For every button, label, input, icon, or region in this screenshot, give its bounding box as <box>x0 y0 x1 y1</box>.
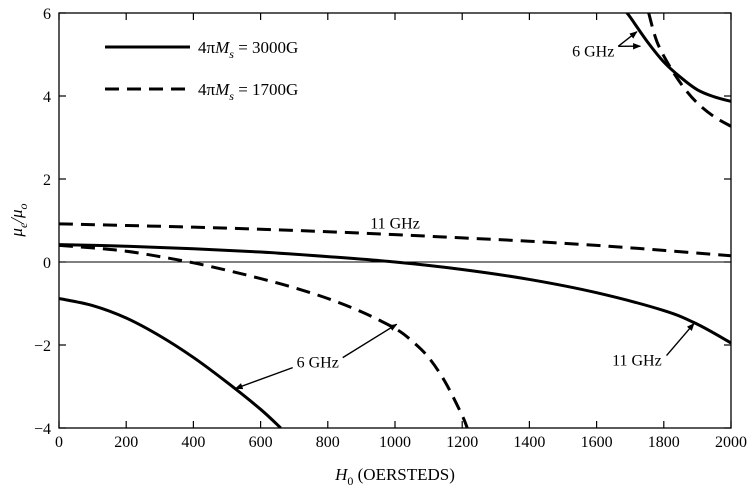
series-line-dashed-11ghz-1 <box>59 222 731 258</box>
legend: 4πMs = 3000G 4πMs = 1700G <box>105 38 298 103</box>
x-tick-label: 400 <box>181 434 205 451</box>
x-tick-label: 200 <box>114 434 138 451</box>
annotation-label-0: 6 GHz <box>572 43 614 60</box>
y-tick-label: 2 <box>43 172 51 189</box>
annotation-arrow-2-1 <box>342 323 398 359</box>
x-axis-title: H0 (OERSTEDS) <box>334 465 455 488</box>
x-tick-label: 2000 <box>715 434 747 451</box>
annotation-label-1: 11 GHz <box>370 216 420 233</box>
series-line-solid-11ghz-0 <box>59 243 731 345</box>
x-tick-label: 600 <box>249 434 273 451</box>
y-tick-label: 0 <box>43 255 51 272</box>
annotation-arrow-3-0 <box>665 322 695 356</box>
series-line-solid-6ghz-4 <box>625 13 731 103</box>
series-line-solid-6ghz-2 <box>59 297 282 428</box>
annotation-arrow-2-0 <box>234 366 293 390</box>
x-tick-label: 1400 <box>513 434 545 451</box>
annotation-label-2: 6 GHz <box>297 355 339 372</box>
x-tick-label: 1200 <box>446 434 478 451</box>
series-layer <box>59 13 731 428</box>
x-tick-label: 1800 <box>648 434 680 451</box>
legend-label-dashed: 4πMs = 1700G <box>198 80 298 103</box>
x-tick-label: 800 <box>316 434 340 451</box>
series-line-dashed-6ghz-3 <box>59 243 469 428</box>
x-axis: 0 200 400 600 800 1000 1200 1400 1600 1800 2000 <box>55 13 747 451</box>
x-tick-label: 1000 <box>379 434 411 451</box>
y-axis-title: μe/μo <box>7 203 30 237</box>
series-line-dashed-6ghz-5 <box>647 13 731 128</box>
x-tick-label: 0 <box>55 434 63 451</box>
y-tick-label: −4 <box>34 421 51 438</box>
y-tick-label: 6 <box>43 6 51 23</box>
annotation-label-3: 11 GHz <box>612 353 662 370</box>
y-tick-label: −2 <box>34 338 51 355</box>
annotation-layer: 6 GHz 11 GHz 6 GHz 11 GHz <box>234 31 695 390</box>
y-tick-label: 4 <box>43 89 51 106</box>
x-tick-label: 1600 <box>581 434 613 451</box>
annotation-arrow-0-0 <box>617 31 638 47</box>
y-axis: −4 −2 0 2 4 6 <box>34 6 731 438</box>
legend-label-solid: 4πMs = 3000G <box>198 38 298 61</box>
